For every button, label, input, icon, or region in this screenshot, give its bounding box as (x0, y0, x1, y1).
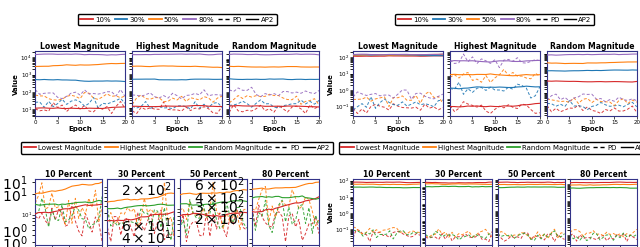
Title: Random Magnitude: Random Magnitude (232, 42, 316, 51)
Title: 50 Percent: 50 Percent (190, 170, 237, 179)
X-axis label: Epoch: Epoch (386, 126, 410, 132)
Title: Highest Magnitude: Highest Magnitude (454, 42, 536, 51)
Legend: 10%, 30%, 50%, 80%, PD, AP2: 10%, 30%, 50%, 80%, PD, AP2 (77, 14, 276, 25)
Title: 30 Percent: 30 Percent (118, 170, 164, 179)
X-axis label: Epoch: Epoch (483, 126, 507, 132)
Legend: Lowest Magnitude, Highest Magnitude, Random Magnitude, PD, AP2: Lowest Magnitude, Highest Magnitude, Ran… (339, 142, 640, 154)
Title: Lowest Magnitude: Lowest Magnitude (40, 42, 120, 51)
Title: Lowest Magnitude: Lowest Magnitude (358, 42, 438, 51)
Y-axis label: Value: Value (13, 73, 19, 95)
Y-axis label: Value: Value (328, 201, 334, 223)
Title: 50 Percent: 50 Percent (508, 170, 554, 179)
Title: 30 Percent: 30 Percent (435, 170, 482, 179)
X-axis label: Epoch: Epoch (580, 126, 604, 132)
Title: Random Magnitude: Random Magnitude (550, 42, 634, 51)
Title: 10 Percent: 10 Percent (45, 170, 92, 179)
X-axis label: Epoch: Epoch (68, 126, 92, 132)
X-axis label: Epoch: Epoch (165, 126, 189, 132)
Title: 80 Percent: 80 Percent (580, 170, 627, 179)
X-axis label: Epoch: Epoch (262, 126, 286, 132)
Legend: 10%, 30%, 50%, 80%, PD, AP2: 10%, 30%, 50%, 80%, PD, AP2 (396, 14, 595, 25)
Title: Highest Magnitude: Highest Magnitude (136, 42, 218, 51)
Y-axis label: Value: Value (328, 73, 334, 95)
Title: 80 Percent: 80 Percent (262, 170, 309, 179)
Legend: Lowest Magnitude, Highest Magnitude, Random Magnitude, PD, AP2: Lowest Magnitude, Highest Magnitude, Ran… (20, 142, 333, 154)
Title: 10 Percent: 10 Percent (363, 170, 410, 179)
